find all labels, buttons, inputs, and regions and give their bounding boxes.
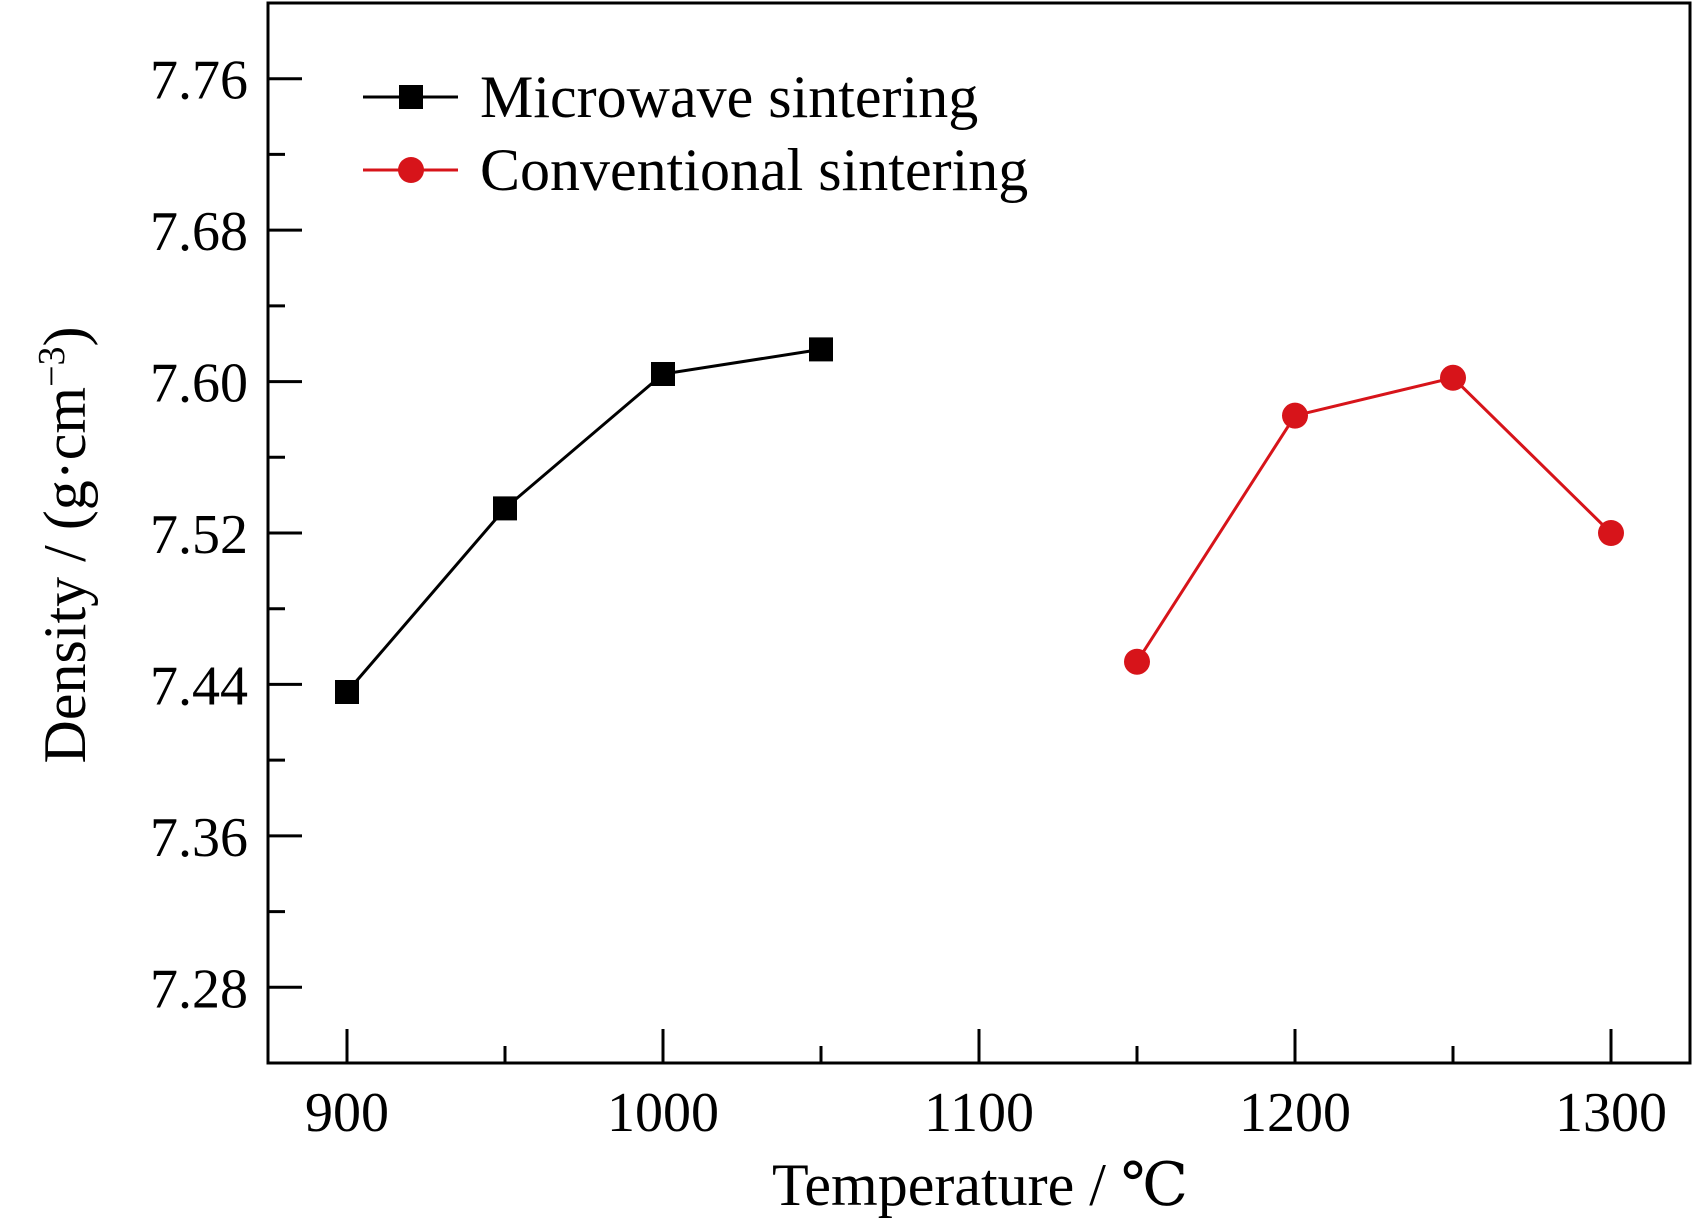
legend-label: Conventional sintering — [480, 137, 1028, 203]
series-1 — [335, 337, 833, 704]
series-2 — [1124, 364, 1624, 675]
y-axis-title: Density / (g·cm−3) — [31, 326, 98, 763]
data-point — [809, 337, 833, 362]
y-axis-title-exponent: −3 — [31, 346, 73, 386]
data-point — [493, 496, 517, 521]
x-tick-label: 1100 — [924, 1082, 1034, 1144]
series-layer — [335, 337, 1624, 704]
data-point — [1440, 364, 1466, 391]
y-tick-label: 7.76 — [150, 50, 248, 112]
y-tick-label: 7.60 — [150, 353, 248, 415]
y-tick-label: 7.68 — [150, 201, 248, 263]
data-point — [651, 362, 675, 386]
data-point — [335, 680, 359, 704]
legend-label: Microwave sintering — [480, 64, 978, 130]
y-tick-label: 7.36 — [150, 807, 248, 869]
x-axis-title: Temperature / ℃ — [772, 1152, 1188, 1218]
y-tick-label: 7.52 — [150, 504, 248, 566]
y-tick-label: 7.44 — [150, 655, 248, 717]
x-tick-label: 900 — [305, 1082, 389, 1144]
legend-marker — [399, 85, 423, 109]
y-tick-label: 7.28 — [150, 958, 248, 1020]
legend-marker — [398, 157, 424, 183]
data-point — [1282, 402, 1308, 429]
series-line — [1135, 376, 1613, 663]
series-line — [345, 347, 822, 693]
x-tick-label: 1300 — [1555, 1082, 1667, 1144]
legend: Microwave sintering Conventional sinterin… — [363, 64, 1028, 203]
x-tick-label: 1200 — [1239, 1082, 1351, 1144]
y-axis-title-main: Density / (g·cm — [32, 387, 98, 764]
axes: 7.28 7.36 7.44 7.52 7.60 7.68 7.76 900 1000 1100 1… — [150, 1, 1692, 1144]
x-tick-label: 1000 — [607, 1082, 719, 1144]
data-point — [1598, 520, 1624, 546]
y-axis-title-close: ) — [32, 326, 98, 346]
data-point — [1124, 648, 1150, 675]
